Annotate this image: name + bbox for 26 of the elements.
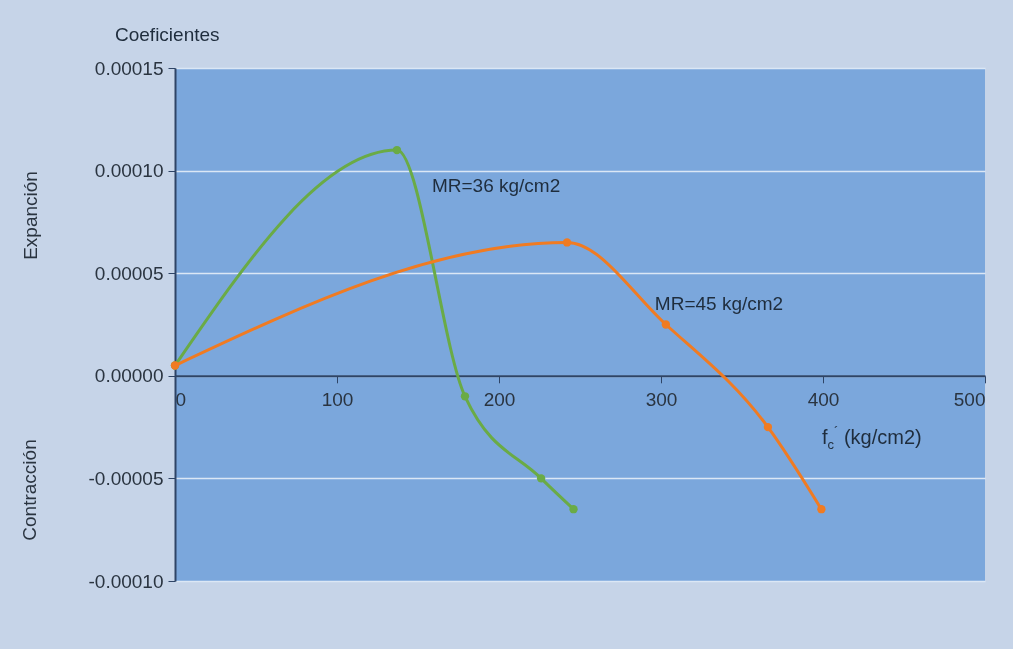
point: [392, 145, 402, 155]
y-axis-title: Expanción: [19, 171, 41, 260]
x-tick-label: 100: [321, 389, 354, 411]
y-tick-label: 0.00005: [94, 262, 164, 284]
x-tick-label: 0: [175, 389, 187, 411]
point: [661, 320, 671, 329]
y-tick-label: 0.00000: [94, 365, 164, 387]
x-axis-title: f$_{c}$$^{´}$ (kg/cm2): [822, 424, 922, 452]
point: [460, 392, 470, 401]
point: [763, 422, 773, 432]
chart-title: Coeficientes: [115, 24, 220, 45]
point: [562, 238, 572, 247]
x-tick-label: 500: [953, 389, 986, 411]
series-label: MR=36 kg/cm2: [431, 175, 561, 197]
x-tick-label: 200: [483, 389, 516, 411]
x-tick-label: 300: [645, 389, 678, 411]
point: [817, 505, 826, 514]
point: [536, 474, 546, 483]
y-tick-label: 0.00010: [94, 160, 164, 182]
y-tick-label: 0.00015: [94, 57, 164, 79]
text: Contracción: [19, 439, 40, 541]
y-tick-label: -0.00010: [88, 570, 164, 592]
point: [569, 505, 578, 514]
series-label: MR=45 kg/cm2: [654, 292, 784, 314]
x-tick-label: 400: [807, 389, 840, 411]
y-tick-label: -0.00005: [88, 467, 164, 489]
